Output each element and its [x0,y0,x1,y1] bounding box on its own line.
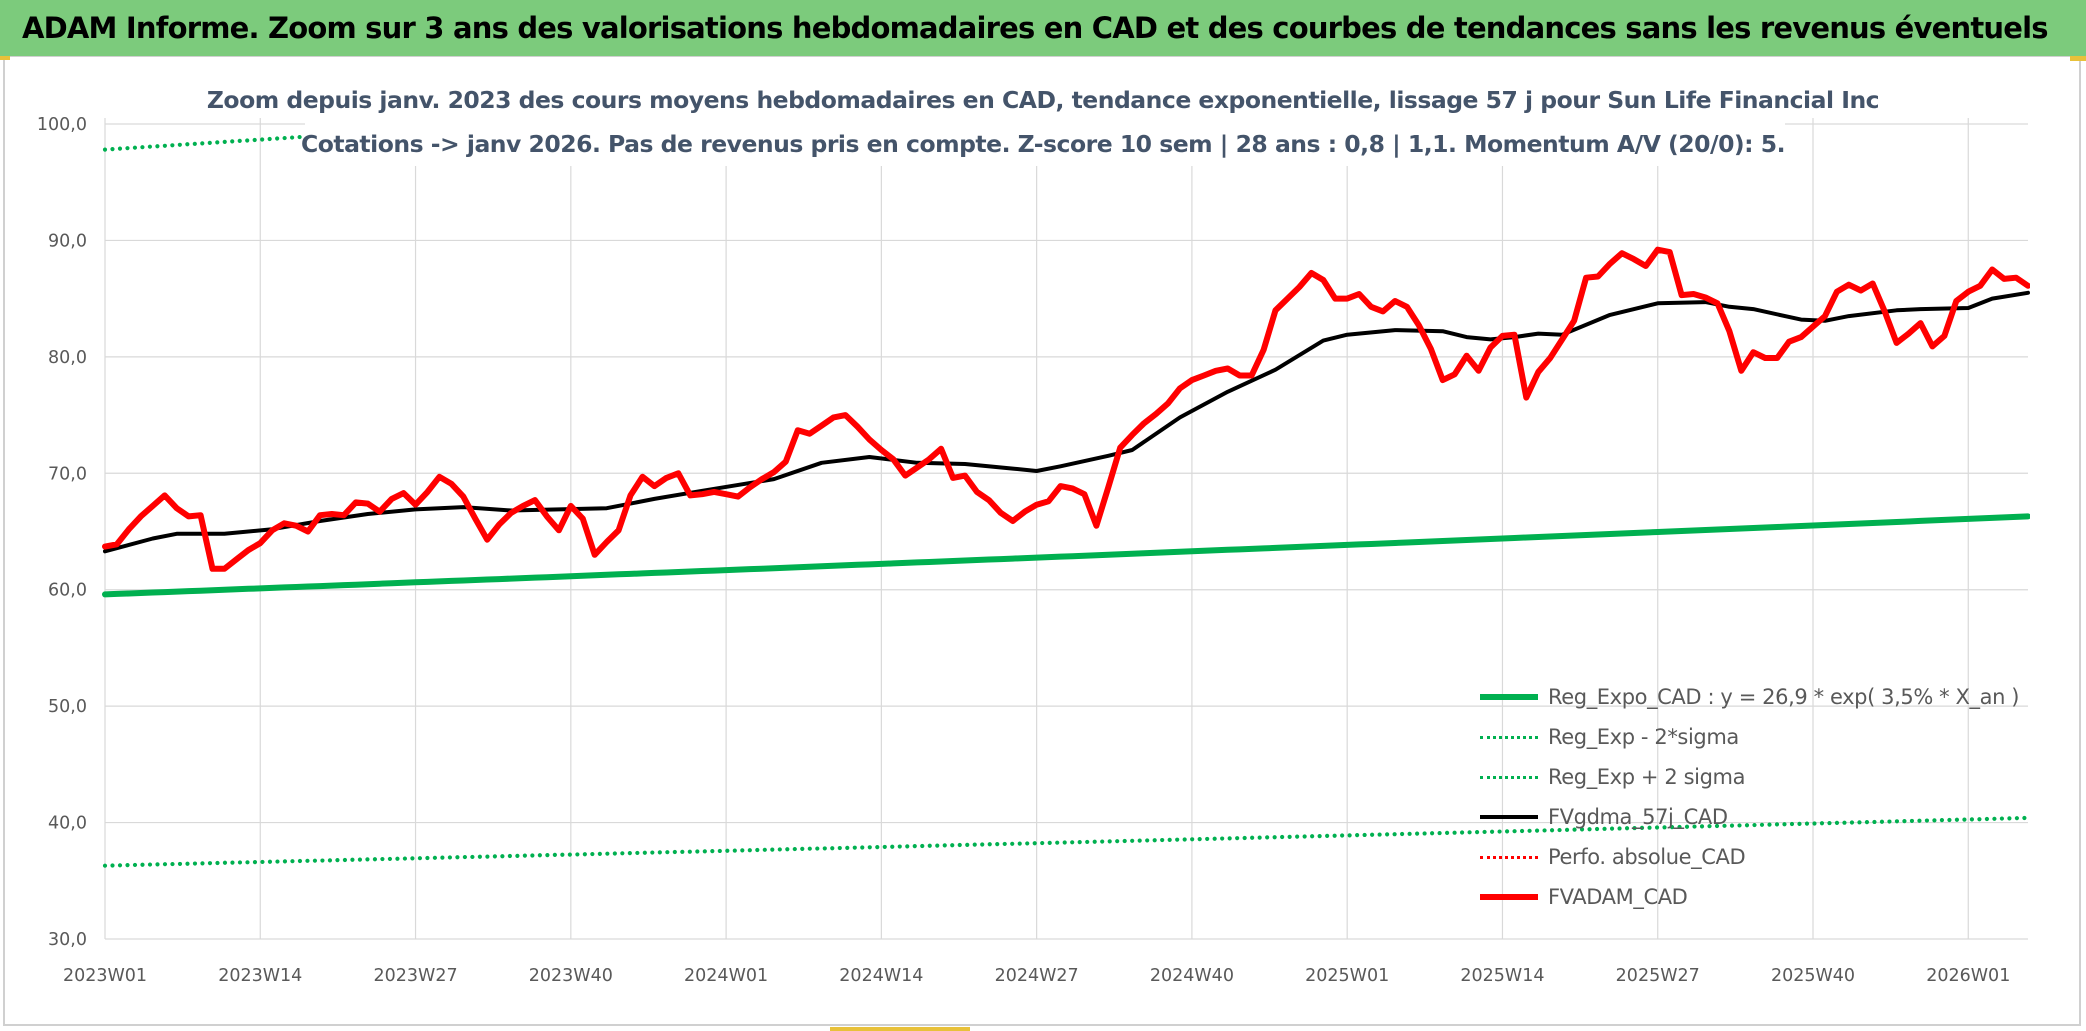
chart-legend: Reg_Expo_CAD : y = 26,9 * exp( 3,5% * X_… [1480,677,2019,917]
y-tick-label: 50,0 [48,697,87,717]
x-tick-label: 2024W14 [839,966,923,986]
chart-frame [3,56,2081,1026]
y-tick-label: 60,0 [48,581,87,601]
chart-grid [104,118,2028,940]
x-axis-ticks: 2023W01 2023W14 2023W27 2023W40 2024W01 2024W… [63,966,2010,986]
legend-item: Reg_Exp - 2*sigma [1480,717,2019,757]
chart-title: Zoom depuis janv. 2023 des cours moyens … [206,86,1880,114]
x-tick-label: 2024W27 [995,966,1079,986]
corner-mark [830,1027,970,1031]
y-tick-label: 90,0 [48,231,87,251]
series-line-reg-exp [102,815,2030,868]
legend-swatch [1480,894,1538,900]
corner-mark [2070,56,2086,61]
x-tick-label: 2023W27 [373,966,457,986]
y-tick-label: 70,0 [48,464,87,484]
x-tick-label: 2025W14 [1460,966,1544,986]
legend-swatch [1480,855,1538,859]
legend-swatch [1480,735,1538,739]
legend-swatch [1480,815,1538,819]
chart-subtitle: Cotations -> janv 2026. Pas de revenus p… [300,130,1786,158]
y-tick-label: 40,0 [48,814,87,834]
series-line-reg-expo-cad [102,513,2030,598]
x-tick-label: 2025W40 [1771,966,1855,986]
y-tick-label: 80,0 [48,348,87,368]
legend-label: FVgdma_57j_CAD [1548,805,1728,829]
report-title: ADAM Informe. Zoom sur 3 ans des valoris… [22,11,2049,45]
x-tick-label: 2023W14 [218,966,302,986]
legend-label: Reg_Exp - 2*sigma [1548,725,1739,749]
legend-item: FVgdma_57j_CAD [1480,797,2019,837]
series-line-fvgdma-57j-cad [103,290,2030,554]
legend-item: FVADAM_CAD [1480,877,2019,917]
report-banner: ADAM Informe. Zoom sur 3 ans des valoris… [0,0,2086,56]
legend-label: Perfo. absolue_CAD [1548,845,1746,869]
y-tick-label: 100,0 [37,115,87,135]
y-axis-ticks: 30,0 40,0 50,0 60,0 70,0 80,0 90,0 100,0 [37,115,87,950]
legend-item: Reg_Expo_CAD : y = 26,9 * exp( 3,5% * X_… [1480,677,2019,717]
legend-label: FVADAM_CAD [1548,885,1688,909]
legend-label: Reg_Exp + 2 sigma [1548,765,1746,789]
chart-series [102,118,2030,868]
x-tick-label: 2023W01 [63,966,147,986]
x-tick-label: 2026W01 [1926,966,2010,986]
legend-swatch [1480,775,1538,779]
x-tick-label: 2025W27 [1616,966,1700,986]
x-tick-label: 2024W40 [1150,966,1234,986]
corner-mark [0,56,10,60]
legend-item: Perfo. absolue_CAD [1480,837,2019,877]
series-line-fvadam-cad [102,246,2030,572]
x-tick-label: 2023W40 [529,966,613,986]
legend-item: Reg_Exp + 2 sigma [1480,757,2019,797]
legend-swatch [1480,694,1538,700]
x-tick-label: 2025W01 [1305,966,1389,986]
legend-label: Reg_Expo_CAD : y = 26,9 * exp( 3,5% * X_… [1548,685,2020,709]
x-tick-label: 2024W01 [684,966,768,986]
title-background [305,80,1785,166]
y-tick-label: 30,0 [48,930,87,950]
